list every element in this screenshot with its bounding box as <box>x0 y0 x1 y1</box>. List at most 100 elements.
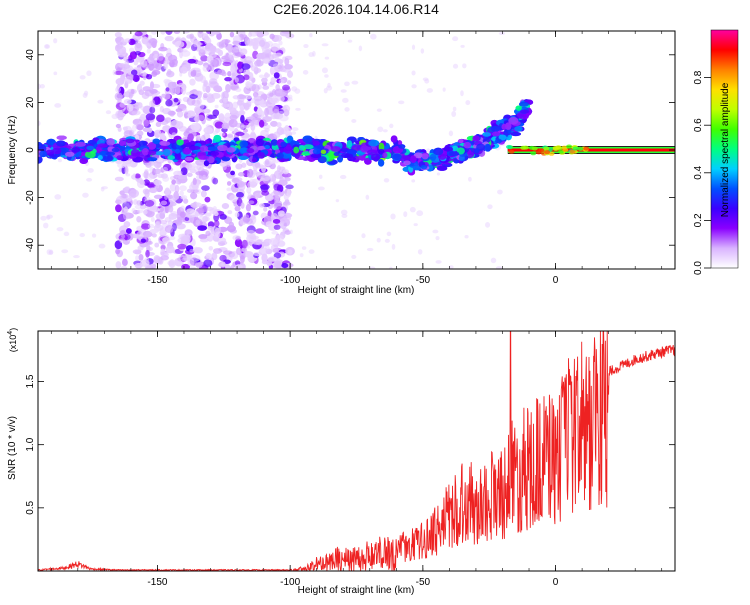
noise-blob <box>150 65 158 72</box>
noise-blob <box>226 181 232 186</box>
noise-blob <box>199 47 205 53</box>
noise-blob <box>259 184 270 190</box>
noise-blob <box>194 188 201 195</box>
noise-blob <box>264 127 270 133</box>
noise-blob <box>212 248 223 254</box>
noise-blob <box>144 42 152 47</box>
noise-blob <box>370 33 377 40</box>
noise-blob <box>252 37 257 42</box>
noise-blob <box>150 162 156 167</box>
trace-blob <box>382 152 388 158</box>
noise-blob <box>205 124 211 129</box>
noise-blob <box>114 70 124 76</box>
trace-blob <box>52 147 62 155</box>
noise-blob <box>38 83 42 90</box>
noise-blob <box>143 119 150 127</box>
noise-blob <box>140 238 146 243</box>
noise-blob <box>243 120 249 126</box>
trace-blob <box>310 152 322 159</box>
trace-blob <box>412 165 422 171</box>
noise-blob <box>136 200 142 206</box>
x-tick-label: -100 <box>280 577 300 588</box>
noise-blob <box>335 199 340 203</box>
noise-blob <box>198 233 208 240</box>
y-tick-label: 1.0 <box>25 437 36 451</box>
strong-line-blob <box>577 146 584 151</box>
noise-blob <box>272 159 279 164</box>
trace-blob <box>518 101 529 107</box>
trace-blob <box>347 156 356 162</box>
snr-xlabel: Height of straight line (km) <box>298 585 415 596</box>
noise-blob <box>263 206 268 212</box>
noise-blob <box>339 174 347 180</box>
noise-blob <box>376 108 382 112</box>
x-tick-label: -50 <box>416 577 431 588</box>
noise-blob <box>147 127 153 134</box>
noise-blob <box>417 249 423 255</box>
trace-blob <box>448 151 460 157</box>
trace-blob <box>174 152 182 161</box>
noise-blob <box>128 92 133 99</box>
noise-blob <box>153 53 159 61</box>
noise-blob <box>203 126 213 134</box>
noise-blob <box>132 249 142 255</box>
noise-blob <box>435 260 442 264</box>
colorbar-gradient <box>710 29 739 269</box>
noise-blob <box>203 92 208 99</box>
noise-blob <box>285 184 294 190</box>
noise-blob <box>202 65 210 72</box>
noise-blob <box>190 122 201 131</box>
noise-blob <box>150 216 155 222</box>
noise-blob <box>157 53 164 61</box>
noise-blob <box>164 35 174 42</box>
trace-blob <box>86 145 95 151</box>
noise-blob <box>237 61 242 70</box>
noise-blob <box>235 87 242 93</box>
noise-blob <box>131 110 141 116</box>
noise-blob <box>273 183 281 191</box>
noise-blob <box>340 89 347 93</box>
noise-blob <box>206 31 212 34</box>
noise-blob <box>182 135 188 141</box>
noise-blob <box>274 52 283 57</box>
noise-blob <box>136 177 143 183</box>
trace-blob <box>421 153 429 160</box>
noise-blob <box>142 172 146 177</box>
noise-blob <box>217 263 225 267</box>
noise-blob <box>207 92 211 97</box>
noise-blob <box>212 109 220 117</box>
noise-blob <box>117 161 127 169</box>
trace-blob <box>152 138 161 145</box>
noise-blob <box>149 166 154 173</box>
noise-blob <box>198 170 207 176</box>
noise-blob <box>248 200 255 205</box>
noise-blob <box>115 37 122 43</box>
noise-blob <box>232 95 240 100</box>
noise-blob <box>278 40 283 46</box>
noise-blob <box>218 41 225 49</box>
noise-blob <box>256 31 264 36</box>
noise-blob <box>276 126 285 136</box>
trace-blob <box>39 150 48 158</box>
noise-blob <box>211 92 221 99</box>
noise-blob <box>155 121 162 128</box>
noise-blob <box>497 189 503 195</box>
noise-blob <box>237 99 243 107</box>
noise-blob <box>153 179 162 186</box>
noise-blob <box>180 48 188 53</box>
noise-blob <box>123 55 129 62</box>
noise-blob <box>169 183 177 192</box>
noise-blob <box>138 253 144 261</box>
noise-blob <box>190 192 198 200</box>
noise-blob <box>274 190 282 199</box>
noise-blob <box>241 239 248 249</box>
noise-blob <box>465 100 471 106</box>
noise-blob <box>234 238 243 248</box>
noise-blob <box>265 239 270 244</box>
noise-blob <box>239 107 244 113</box>
noise-blob <box>389 123 394 129</box>
noise-blob <box>54 194 62 200</box>
noise-blob <box>205 230 211 237</box>
